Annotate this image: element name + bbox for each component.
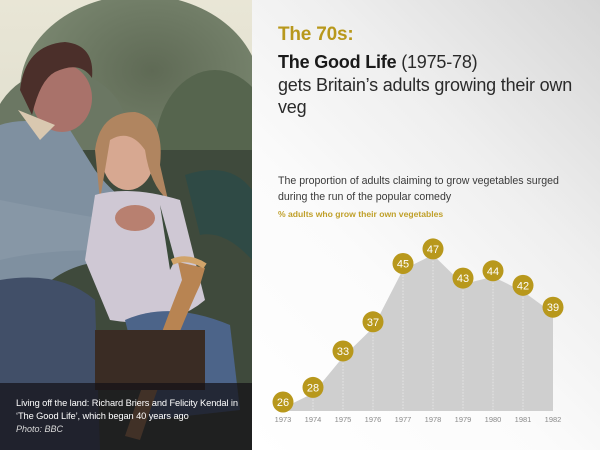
grid-lines (312, 260, 524, 411)
data-label: 44 (487, 266, 499, 278)
data-point-1973: 26 (272, 391, 294, 413)
photo-caption: Living off the land: Richard Briers and … (16, 398, 238, 421)
headline: The Good Life (1975-78) gets Britain’s a… (278, 51, 588, 119)
data-point-1979: 43 (452, 267, 474, 289)
x-tick-label: 1974 (305, 415, 322, 424)
data-label: 26 (277, 397, 289, 409)
marker-circle (362, 311, 384, 333)
data-label: 37 (367, 317, 379, 329)
x-tick-label: 1975 (335, 415, 352, 424)
headline-rest: gets Britain’s adults growing their own … (278, 74, 573, 118)
data-point-1980: 44 (482, 260, 504, 282)
show-years: (1975-78) (401, 52, 478, 72)
marker-circle (422, 238, 444, 260)
x-tick-label: 1973 (275, 415, 292, 424)
data-label: 45 (397, 258, 409, 270)
data-point-1982: 39 (542, 296, 564, 318)
data-label: 28 (307, 382, 319, 394)
data-markers: 26 28 33 37 45 47 43 44 42 39 (272, 238, 564, 413)
data-label: 42 (517, 280, 529, 292)
x-tick-label: 1976 (365, 415, 382, 424)
x-tick-label: 1977 (395, 415, 412, 424)
marker-circle (272, 391, 294, 413)
marker-circle (302, 376, 324, 398)
data-point-1976: 37 (362, 311, 384, 333)
marker-circle (452, 267, 474, 289)
marker-circle (512, 274, 534, 296)
data-label: 39 (547, 302, 559, 314)
x-tick-label: 1979 (455, 415, 472, 424)
area-series (283, 254, 553, 411)
marker-circle (332, 340, 354, 362)
x-axis: 1973 1974 1975 1976 1977 1978 1979 1980 1981 1982 (275, 415, 562, 424)
data-label: 47 (427, 244, 439, 256)
marker-circle (542, 296, 564, 318)
photo-illustration (0, 0, 252, 450)
show-title: The Good Life (278, 52, 397, 72)
x-tick-label: 1980 (485, 415, 502, 424)
photo-good-life-still: Living off the land: Richard Briers and … (0, 0, 252, 450)
marker-circle (482, 260, 504, 282)
data-label: 33 (337, 346, 349, 358)
data-point-1975: 33 (332, 340, 354, 362)
marker-circle (392, 252, 414, 274)
x-tick-label: 1978 (425, 415, 442, 424)
area-fill (283, 254, 553, 411)
chart-intro: The proportion of adults claiming to gro… (278, 175, 559, 203)
x-tick-label: 1981 (515, 415, 532, 424)
data-label: 43 (457, 273, 469, 285)
data-point-1974: 28 (302, 376, 324, 398)
data-point-1977: 45 (392, 252, 414, 274)
photo-credit: Photo: BBC (16, 424, 64, 434)
data-point-1981: 42 (512, 274, 534, 296)
caption-overlay (0, 383, 252, 450)
x-tick-label: 1982 (545, 415, 562, 424)
chart-subtitle: % adults who grow their own vegetables (278, 209, 444, 219)
decade-kicker: The 70s: (278, 24, 354, 45)
data-point-1978: 47 (422, 238, 444, 260)
